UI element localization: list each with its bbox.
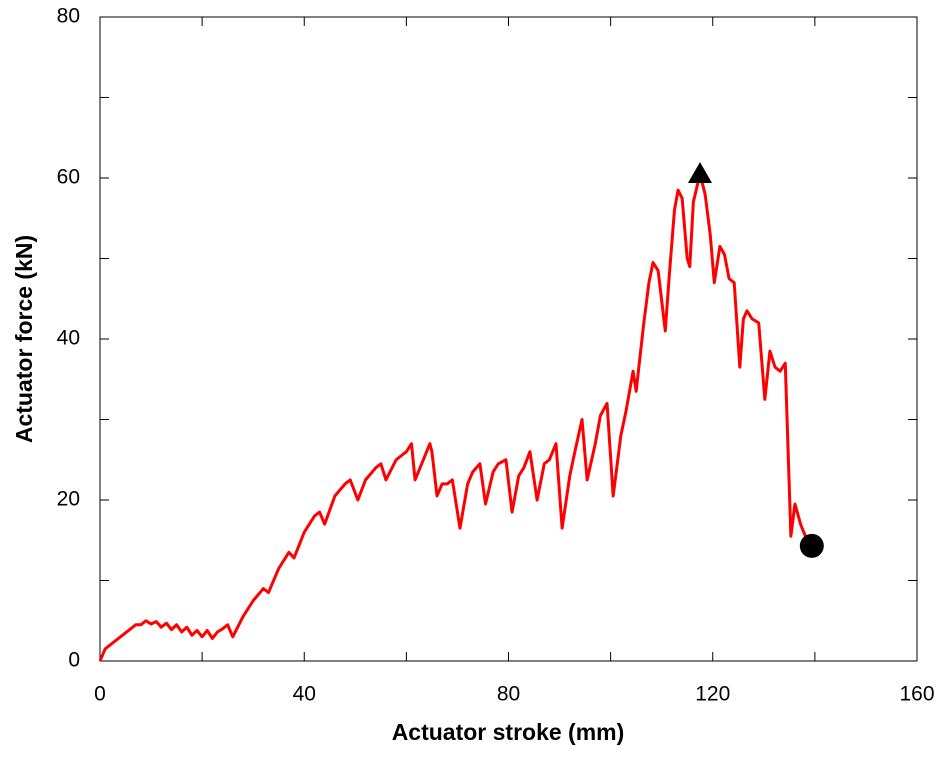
y-axis-label: Actuator force (kN) [11, 235, 37, 443]
y-tick-label: 60 [57, 166, 80, 189]
y-tick-label: 20 [57, 488, 80, 511]
x-tick-label: 160 [899, 683, 934, 706]
x-tick-label: 0 [94, 683, 106, 706]
peak-marker [687, 161, 712, 183]
x-tick-label: 80 [497, 683, 520, 706]
end-marker [799, 533, 824, 558]
y-tick-label: 80 [57, 5, 80, 28]
x-tick-label: 40 [293, 683, 316, 706]
y-tick-label: 0 [68, 649, 80, 672]
y-tick-label: 40 [57, 327, 80, 350]
plot-frame [99, 16, 918, 662]
x-tick-label: 120 [695, 683, 730, 706]
data-line [98, 172, 814, 662]
x-axis-label: Actuator stroke (mm) [392, 719, 625, 745]
